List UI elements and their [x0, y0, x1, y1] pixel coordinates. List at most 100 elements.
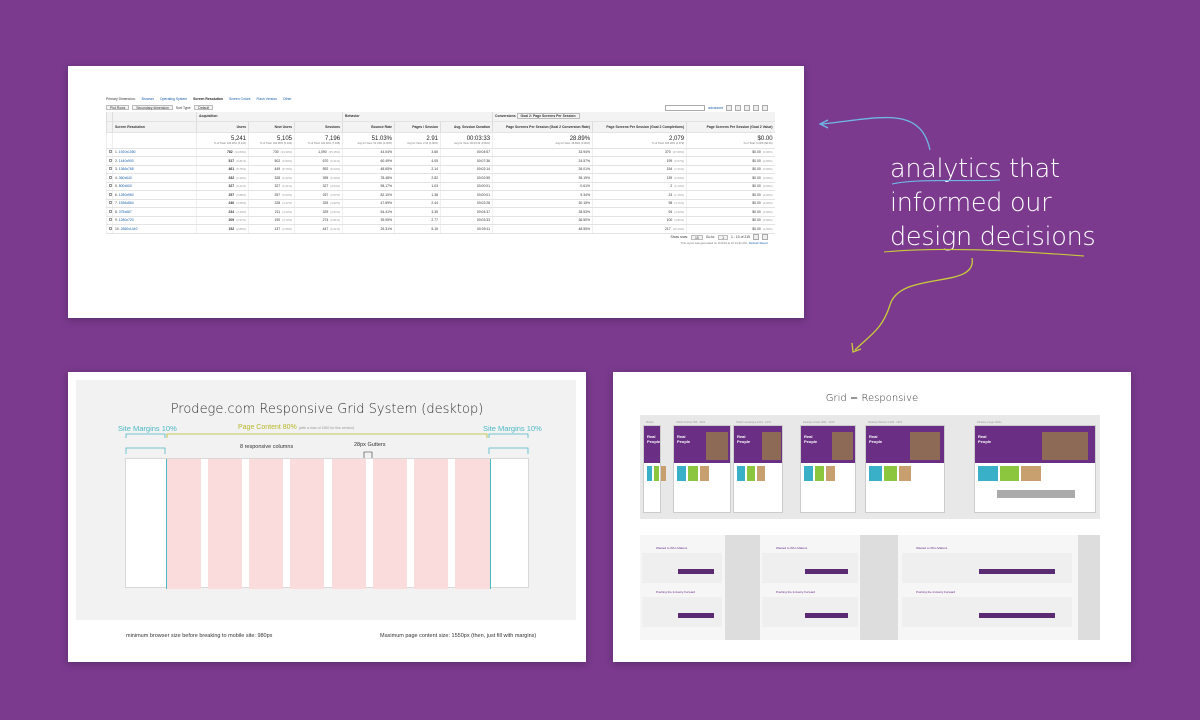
header-goal-value[interactable]: Page Screens Per Session (Goal 2 Value): [686, 121, 775, 133]
grid-column: [331, 459, 366, 589]
avg-duration-value: 00:00:01: [476, 184, 491, 189]
resolution-link[interactable]: 1536x864: [118, 201, 134, 206]
refresh-report-link[interactable]: Refresh Report: [749, 240, 768, 245]
table-cell: [106, 148, 113, 157]
row-checkbox[interactable]: [109, 167, 112, 171]
header-bounce-rate[interactable]: Bounce Rate: [342, 121, 395, 133]
table-cell: 217 (10.44%): [592, 224, 687, 234]
header-goal-conversion-rate[interactable]: Page Screens Per Session (Goal 2 Convers…: [492, 121, 593, 133]
annotation-line-1: analytics that: [890, 154, 1060, 184]
header-avg-session-duration[interactable]: Avg. Session Duration: [440, 121, 493, 133]
resolution-link[interactable]: 1920x1080: [118, 150, 136, 155]
header-new-users[interactable]: New Users: [248, 121, 295, 133]
table-cell: $0.00 (0.00%): [686, 148, 775, 157]
secondary-dimension-select[interactable]: Secondary dimension: [132, 105, 173, 110]
table-cell: 35.19%: [492, 173, 593, 183]
row-checkbox[interactable]: [109, 192, 112, 196]
section-heading: Wasted to Who Matters: [656, 546, 688, 550]
prev-page-button[interactable]: [753, 234, 759, 240]
sessions-value: 327: [322, 184, 329, 189]
show-rows-select[interactable]: 10: [691, 234, 703, 240]
goto-input[interactable]: 1: [718, 234, 728, 240]
site-margin-right-label: Site Margins 10%: [483, 424, 542, 433]
hero-text: Real People: [869, 434, 882, 444]
resolution-link[interactable]: 1280x720: [118, 218, 134, 223]
table-cell: $0.00 (0.00%): [686, 216, 775, 225]
table-cell: 7. 1536x864: [112, 199, 197, 208]
goal-value-pct: (0.00%): [762, 167, 773, 172]
view-performance-button[interactable]: [744, 104, 750, 111]
resolution-link[interactable]: 1280x960: [118, 192, 134, 197]
table-cell: 395 (5.49%): [293, 173, 343, 183]
header-screen-resolution[interactable]: Screen Resolution: [112, 121, 197, 133]
header-sessions[interactable]: Sessions: [293, 121, 343, 133]
table-search-input[interactable]: [665, 104, 706, 111]
total-goal-value: $0.00% of Total: 0.00% ($0.00): [686, 132, 775, 149]
row-checkbox[interactable]: [109, 175, 112, 179]
sessions-pct: (4.54%): [330, 184, 341, 189]
row-checkbox[interactable]: [109, 201, 112, 205]
new-users-value: 211: [274, 209, 281, 214]
advanced-link[interactable]: advanced: [708, 105, 723, 110]
users-value: 517: [228, 158, 235, 163]
resolution-link[interactable]: 360x640: [118, 175, 132, 180]
table-cell: 327 (6.41%): [248, 182, 295, 191]
breakpoint-thumbnail: Tablet Landscape 1024 - 1279 Real People: [733, 421, 783, 513]
view-pivot-button[interactable]: [762, 104, 768, 111]
total-completions: 2,079% of Total: 100.00% (2,079): [592, 132, 687, 149]
completions-pct: (0.10%): [674, 184, 685, 189]
pages-session-value: 1.38: [431, 192, 439, 197]
row-checkbox[interactable]: [109, 184, 112, 188]
conversions-goal-select[interactable]: Goal 2: Page Screens Per Session: [516, 112, 580, 119]
feature-tile: [814, 466, 824, 481]
dimension-other[interactable]: Other: [282, 97, 292, 101]
view-pie-button[interactable]: [735, 104, 741, 111]
table-cell: 24 (1.15%): [592, 190, 687, 200]
bounce-rate-value: 48.65%: [380, 167, 393, 172]
dimension-operating-system[interactable]: Operating System: [160, 97, 188, 101]
total-subtext: Avg for View: 2.91 (0.00%): [407, 141, 439, 145]
plot-rows-button[interactable]: Plot Rows: [106, 105, 130, 110]
column-group-row: Acquisition Behavior Conversions Goal 2:…: [106, 112, 775, 122]
resolution-link[interactable]: 2560x1440: [120, 226, 138, 231]
completions-pct: (4.71%): [674, 201, 685, 206]
table-cell: 211 (4.13%): [248, 207, 295, 217]
table-cell: 329 (4.57%): [293, 207, 343, 217]
row-checkbox[interactable]: [109, 218, 112, 222]
dimension-screen-colors[interactable]: Screen Colors: [228, 97, 251, 101]
grid-column: [166, 459, 201, 589]
grid-system-card: Prodege.com Responsive Grid System (desk…: [68, 372, 586, 662]
dimension-browser[interactable]: Browser: [141, 97, 155, 101]
sessions-pct: (5.49%): [330, 175, 341, 180]
gutters-label: 28px Gutters: [354, 442, 386, 448]
content-section: [642, 597, 722, 627]
row-checkbox[interactable]: [109, 226, 112, 230]
next-page-button[interactable]: [762, 234, 768, 240]
total-new-users: 5,105% of Total: 100.06% (5,102): [248, 132, 295, 149]
table-cell: $0.00 (0.00%): [686, 173, 775, 183]
sort-type-select[interactable]: Default: [194, 105, 214, 110]
users-value: 332: [228, 175, 235, 180]
resolution-link[interactable]: 800x600: [118, 184, 132, 189]
resolution-link[interactable]: 375x667: [118, 209, 132, 214]
table-cell: 2.14: [394, 165, 441, 174]
row-checkbox[interactable]: [109, 158, 112, 162]
row-checkbox[interactable]: [109, 150, 112, 154]
header-goal-completions[interactable]: Page Screens Per Session (Goal 2 Complet…: [592, 121, 687, 133]
completions-pct: (4.81%): [674, 218, 685, 223]
header-pages-session[interactable]: Pages / Session: [394, 121, 441, 133]
hero-line: Real: [737, 434, 746, 439]
view-table-button[interactable]: [726, 104, 732, 111]
dimension-screen-resolution[interactable]: Screen Resolution: [193, 97, 223, 101]
view-comparison-button[interactable]: [753, 104, 759, 111]
dimension-flash-version[interactable]: Flash Version: [256, 97, 277, 101]
resolution-link[interactable]: 1440x900: [118, 158, 134, 163]
table-row: 9. 1280x720 209 (3.97%) 190 (3.72%) 274 (3.81%…: [106, 216, 775, 225]
table-cell: 00:04:57: [440, 148, 493, 157]
new-users-pct: (14.30%): [280, 150, 292, 155]
resolution-link[interactable]: 1366x768: [118, 167, 134, 172]
section-heading: Wasted to Who Matters: [776, 546, 808, 550]
row-checkbox[interactable]: [109, 209, 112, 213]
header-users[interactable]: Users: [196, 121, 249, 133]
table-cell: 2.77: [394, 216, 441, 225]
